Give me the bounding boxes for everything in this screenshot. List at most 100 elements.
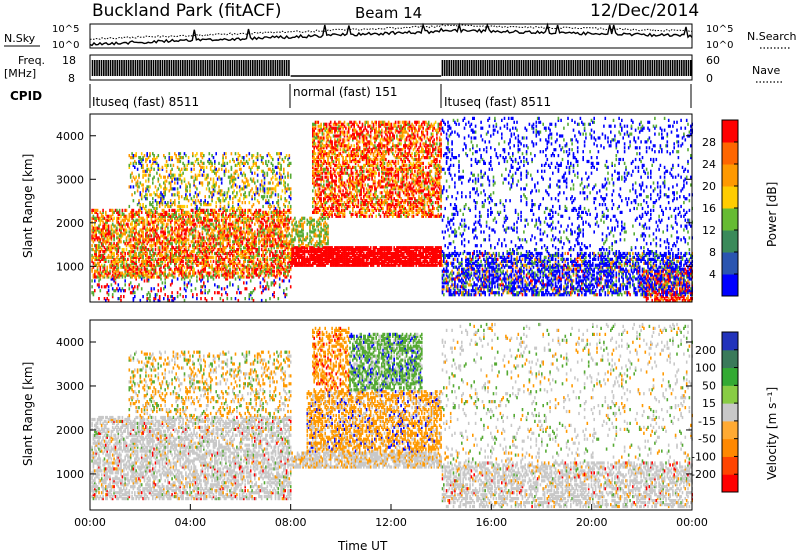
data-cell <box>128 240 131 244</box>
data-cell <box>105 212 107 216</box>
data-cell <box>176 204 179 209</box>
data-cell <box>136 240 139 244</box>
data-cell <box>179 204 182 209</box>
data-cell <box>241 179 244 183</box>
data-cell <box>153 269 155 273</box>
data-cell <box>288 195 291 199</box>
data-cell <box>143 279 146 283</box>
data-cell <box>328 251 331 256</box>
data-cell <box>222 199 224 203</box>
data-cell <box>298 230 300 234</box>
data-cell <box>196 177 198 181</box>
data-cell <box>215 275 217 279</box>
data-cell <box>317 242 320 246</box>
data-cell <box>203 220 205 224</box>
data-cell <box>310 222 313 226</box>
data-cell <box>281 157 284 162</box>
data-cell <box>260 169 263 173</box>
data-cell <box>276 273 278 277</box>
data-cell <box>182 259 184 263</box>
data-cell <box>105 232 107 236</box>
data-cell <box>212 248 215 252</box>
data-cell <box>324 126 326 130</box>
data-cell <box>116 248 118 252</box>
data-cell <box>329 163 332 167</box>
data-cell <box>175 226 177 230</box>
data-cell <box>254 222 256 226</box>
data-cell <box>132 199 135 203</box>
data-cell <box>127 251 129 256</box>
data-cell <box>142 203 144 207</box>
data-cell <box>132 273 135 277</box>
data-cell <box>117 265 120 269</box>
data-cell <box>267 191 270 195</box>
data-cell <box>98 255 100 259</box>
data-cell <box>323 185 325 189</box>
data-cell <box>222 154 224 158</box>
data-cell <box>171 259 173 263</box>
data-cell <box>262 197 264 201</box>
data-cell <box>135 259 137 263</box>
data-cell <box>270 281 273 285</box>
data-cell <box>276 224 278 228</box>
data-cell <box>204 195 206 199</box>
data-cell <box>225 277 227 281</box>
data-cell <box>174 212 176 216</box>
data-cell <box>201 236 204 240</box>
data-cell <box>121 226 124 230</box>
data-cell <box>323 154 325 158</box>
data-cell <box>270 273 273 277</box>
data-cell <box>236 220 238 224</box>
data-cell <box>186 204 188 209</box>
data-cell <box>296 246 299 250</box>
data-cell <box>245 218 248 222</box>
data-cell <box>227 169 230 173</box>
data-cell <box>222 298 224 303</box>
data-cell <box>146 236 148 240</box>
data-cell <box>174 181 176 185</box>
data-cell <box>186 226 188 230</box>
data-cell <box>207 248 209 252</box>
data-cell <box>215 238 217 242</box>
data-cell <box>327 250 329 254</box>
noise-left-tick-top: 10^5 <box>52 24 79 35</box>
data-cell <box>216 271 219 275</box>
data-cell <box>237 248 240 252</box>
data-cell <box>218 291 220 295</box>
data-cell <box>146 185 148 189</box>
data-cell <box>158 173 161 177</box>
data-cell <box>196 195 198 199</box>
data-cell <box>194 175 197 179</box>
data-cell <box>259 285 262 289</box>
data-cell <box>215 152 217 156</box>
data-cell <box>288 269 291 273</box>
data-cell <box>201 267 204 271</box>
data-cell <box>313 253 315 258</box>
data-cell <box>273 291 275 295</box>
data-cell <box>183 255 186 259</box>
data-cell <box>234 240 237 244</box>
data-cell <box>186 197 188 201</box>
data-cell <box>111 208 114 212</box>
data-cell <box>287 175 289 179</box>
data-cell <box>329 208 332 212</box>
data-cell <box>156 240 158 244</box>
data-cell <box>136 265 139 269</box>
data-cell <box>252 275 255 279</box>
data-cell <box>152 248 154 252</box>
data-cell <box>243 226 245 230</box>
data-cell <box>313 246 315 250</box>
data-cell <box>292 226 295 230</box>
data-cell <box>140 273 143 277</box>
data-cell <box>254 287 256 291</box>
data-cell <box>288 154 291 158</box>
data-cell <box>312 248 314 252</box>
data-cell <box>116 267 118 271</box>
data-cell <box>287 208 289 212</box>
data-cell <box>230 232 233 236</box>
data-cell <box>312 142 314 146</box>
data-cell <box>125 244 128 248</box>
data-cell <box>269 181 271 185</box>
data-cell <box>263 187 266 191</box>
data-cell <box>252 289 255 293</box>
